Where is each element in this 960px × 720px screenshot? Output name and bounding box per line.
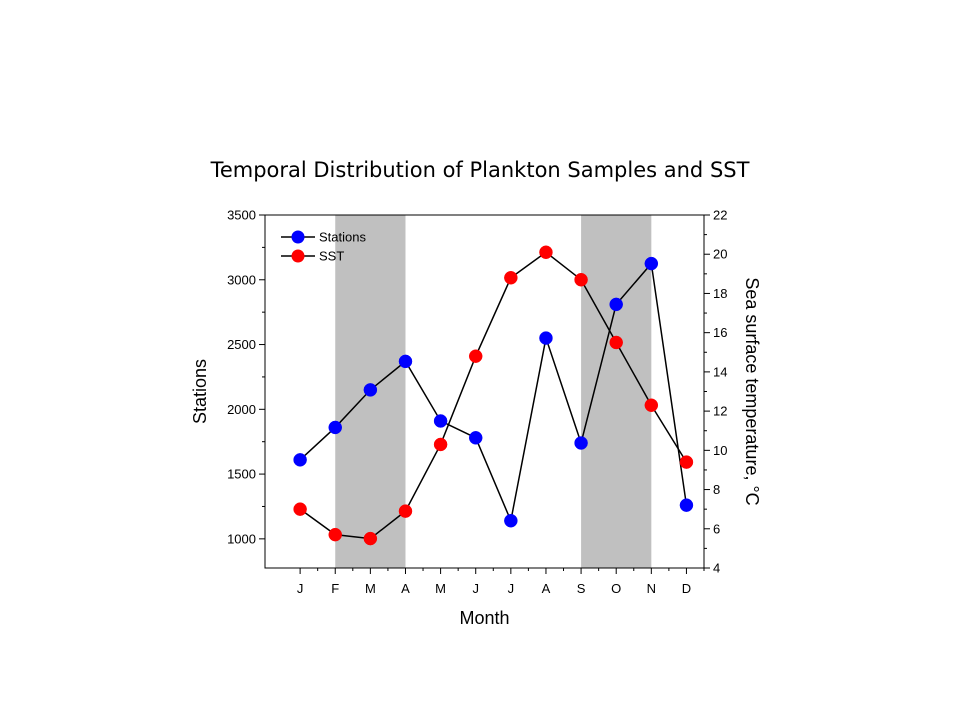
sst-point [433, 437, 448, 452]
y2-tick-label: 20 [713, 247, 727, 262]
y-tick-label: 1000 [227, 531, 256, 546]
y2-tick-label: 16 [713, 325, 727, 340]
y2-tick-label: 14 [713, 364, 727, 379]
y-tick-label: 2000 [227, 402, 256, 417]
stations-point [433, 414, 448, 428]
y-tick-label: 2500 [227, 337, 256, 352]
stations-point [504, 513, 518, 528]
stations-point [328, 420, 342, 435]
y-axis-title: Stations [190, 359, 210, 424]
stations-point [468, 431, 483, 445]
y2-tick-label: 6 [713, 521, 720, 536]
stations-point [539, 331, 553, 345]
sst-point [609, 335, 623, 350]
y2-tick-label: 22 [713, 208, 727, 223]
y2-axis-title: Sea surface temperature, °C [742, 277, 762, 505]
sst-point [363, 531, 378, 546]
legend-label-sst: SST [319, 249, 344, 264]
y-tick-label: 3500 [227, 208, 256, 223]
x-tick-label: M [435, 581, 446, 596]
stations-line [299, 261, 688, 524]
y2-tick-label: 10 [713, 443, 727, 458]
sst-point [328, 527, 342, 542]
x-tick-label: J [472, 581, 479, 596]
sst-point [574, 272, 588, 287]
x-axis-title: Month [459, 608, 509, 628]
y2-tick-label: 8 [713, 482, 720, 497]
chart-title: Temporal Distribution of Plankton Sample… [210, 158, 750, 182]
x-tick-label: A [542, 581, 551, 596]
x-tick-label: N [647, 581, 656, 596]
stations-point [679, 498, 694, 512]
legend: Stations SST [281, 230, 366, 264]
x-tick-label: F [331, 581, 339, 596]
legend-marker-sst [291, 249, 305, 263]
x-tick-label: J [508, 581, 515, 596]
sst-point [293, 502, 307, 516]
y-axis-right: 4 6 8 10 12 14 16 18 20 22 [704, 208, 727, 576]
stations-point [398, 354, 413, 369]
legend-label-stations: Stations [319, 230, 366, 245]
stations-point [363, 383, 378, 397]
y-tick-label: 1500 [227, 467, 256, 482]
shaded-bands [335, 215, 652, 568]
shaded-band-2 [581, 215, 652, 568]
stations-point [574, 436, 588, 450]
stations-point [609, 297, 623, 312]
x-tick-label: O [611, 581, 621, 596]
sst-point [539, 245, 553, 260]
x-tick-label: M [365, 581, 376, 596]
sst-point [679, 455, 694, 469]
sst-point [398, 504, 413, 518]
sst-point [644, 398, 659, 412]
y2-tick-label: 18 [713, 286, 727, 301]
series-layer [293, 245, 694, 546]
stations-point [293, 453, 307, 467]
x-tick-label: S [577, 581, 586, 596]
y-axis-left: 1000 1500 2000 2500 3000 3500 [227, 208, 265, 546]
y2-tick-label: 12 [713, 404, 727, 419]
stations-point [644, 256, 659, 271]
sst-point [468, 349, 483, 363]
sst-point [504, 271, 518, 285]
y-tick-label: 3000 [227, 272, 256, 287]
x-tick-label: J [297, 581, 304, 596]
legend-marker-stations [291, 230, 305, 244]
x-tick-label: D [682, 581, 691, 596]
y2-tick-label: 4 [713, 561, 720, 576]
x-tick-label: A [401, 581, 410, 596]
